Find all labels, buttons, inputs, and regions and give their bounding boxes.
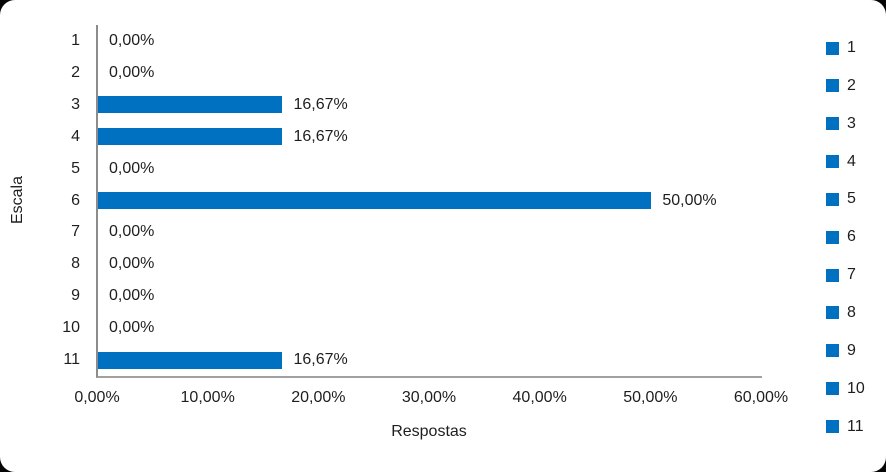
x-axis-tick-label: 10,00% [180, 389, 235, 406]
legend-swatch-icon [826, 41, 839, 55]
legend-label: 7 [847, 266, 856, 284]
legend-label: 3 [847, 114, 856, 132]
legend-swatch-icon [826, 117, 839, 131]
legend-label: 4 [847, 152, 856, 170]
x-axis-title: Respostas [391, 423, 467, 440]
data-label: 0,00% [109, 319, 155, 337]
y-category-label: 1 [71, 32, 80, 49]
legend-item-7: 7 [826, 265, 856, 285]
data-label: 16,67% [293, 351, 348, 369]
y-category-label: 10 [62, 319, 80, 337]
legend-item-1: 1 [826, 38, 856, 58]
legend-swatch-icon [826, 230, 839, 244]
y-category-label: 2 [71, 63, 80, 81]
x-axis-tick-label: 20,00% [291, 389, 346, 406]
data-label: 16,67% [293, 127, 348, 145]
legend-label: 11 [847, 417, 864, 435]
legend-label: 2 [847, 76, 856, 94]
y-category-label: 5 [71, 159, 80, 177]
legend-label: 1 [847, 39, 856, 56]
legend-swatch-icon [826, 344, 839, 358]
legend-item-9: 9 [826, 341, 856, 361]
y-category-label: 6 [71, 191, 80, 209]
x-axis-tick-label: 0,00% [74, 389, 120, 406]
x-axis-tick-label: 30,00% [401, 389, 457, 406]
legend-swatch-icon [826, 192, 839, 206]
legend-label: 8 [847, 303, 856, 321]
data-label: 0,00% [109, 159, 155, 177]
y-category-label: 9 [71, 287, 80, 305]
x-axis-tick-label: 40,00% [512, 389, 567, 406]
legend-label: 6 [847, 228, 856, 246]
legend-swatch-icon [826, 79, 839, 93]
legend-swatch-icon [826, 268, 839, 282]
data-label: 50,00% [662, 191, 717, 209]
legend-swatch-icon [826, 382, 839, 396]
y-category-label: 8 [71, 255, 80, 273]
y-category-label: 11 [63, 351, 80, 369]
bar-category-6 [98, 192, 652, 209]
y-category-label: 4 [71, 127, 80, 145]
data-label: 0,00% [109, 255, 155, 273]
bar-category-3 [98, 96, 283, 114]
data-label: 0,00% [109, 287, 155, 305]
legend-label: 9 [847, 341, 856, 359]
legend-swatch-icon [826, 306, 839, 320]
y-category-label: 7 [71, 223, 80, 241]
bar-category-11 [98, 351, 283, 369]
legend-label: 10 [847, 379, 865, 397]
legend-item-6: 6 [826, 227, 856, 247]
legend-label: 5 [847, 190, 856, 208]
legend-item-10: 10 [826, 379, 865, 399]
data-label: 0,00% [109, 32, 155, 49]
bar-category-4 [98, 128, 283, 146]
legend-item-8: 8 [826, 303, 856, 323]
data-label: 0,00% [109, 223, 155, 241]
x-axis-tick-label: 50,00% [623, 389, 678, 406]
x-axis-tick-label: 60,00% [733, 389, 789, 406]
legend-swatch-icon [826, 420, 839, 433]
legend-item-2: 2 [826, 76, 856, 96]
legend-swatch-icon [826, 155, 839, 169]
legend-item-3: 3 [826, 114, 856, 134]
y-category-label: 3 [71, 95, 80, 113]
data-label: 0,00% [109, 63, 155, 81]
legend-item-11: 11 [826, 417, 864, 437]
legend-item-5: 5 [826, 189, 856, 209]
plot-area: 0,00% 0,00% 16,67% 16,67% 0,00% 50,00% 0,00% 0,… [96, 25, 762, 378]
legend-item-4: 4 [826, 152, 856, 172]
data-label: 16,67% [293, 95, 348, 113]
